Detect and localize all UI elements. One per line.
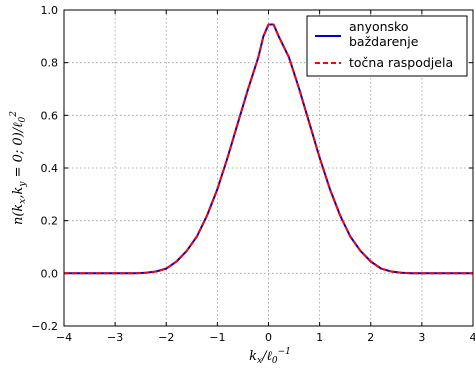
y-tick-label: −0.2 [31,320,58,333]
y-axis-label: n(kx,ky = 0; 0)/ℓ02 [9,111,28,225]
x-tick-label: 4 [470,331,475,344]
legend: anyonsko baždarenje točna raspodjela [306,15,468,77]
y-tick-label: 1.0 [41,4,59,17]
series-lines [64,23,473,275]
x-tick-label: 1 [316,331,323,344]
x-tick-label: −4 [56,331,72,344]
x-tick-label: −1 [209,331,225,344]
x-tick-label: −2 [158,331,174,344]
legend-label-anyonsko-line1: anyonsko [349,19,409,34]
x-tick-label: 2 [367,331,374,344]
axis-ticks: −4 −3 −2 −1 0 1 2 3 4 −0.2 0.0 0.2 0.4 0.6 0.8 1.0 [31,4,475,344]
x-tick-label: 0 [265,331,272,344]
legend-label-anyonsko-line2: baždarenje [349,34,419,49]
y-tick-label: 0.4 [41,162,59,175]
legend-label-tocna: točna raspodjela [349,55,453,70]
y-tick-label: 0.6 [41,109,59,122]
x-tick-label: −3 [107,331,123,344]
y-tick-label: 0.8 [41,57,59,70]
legend-box [306,15,468,77]
y-tick-label: 0.0 [41,267,59,280]
series-line-tocna [64,23,473,275]
plot-frame [63,9,474,327]
y-tick-label: 0.2 [41,215,59,228]
x-tick-label: 3 [418,331,425,344]
